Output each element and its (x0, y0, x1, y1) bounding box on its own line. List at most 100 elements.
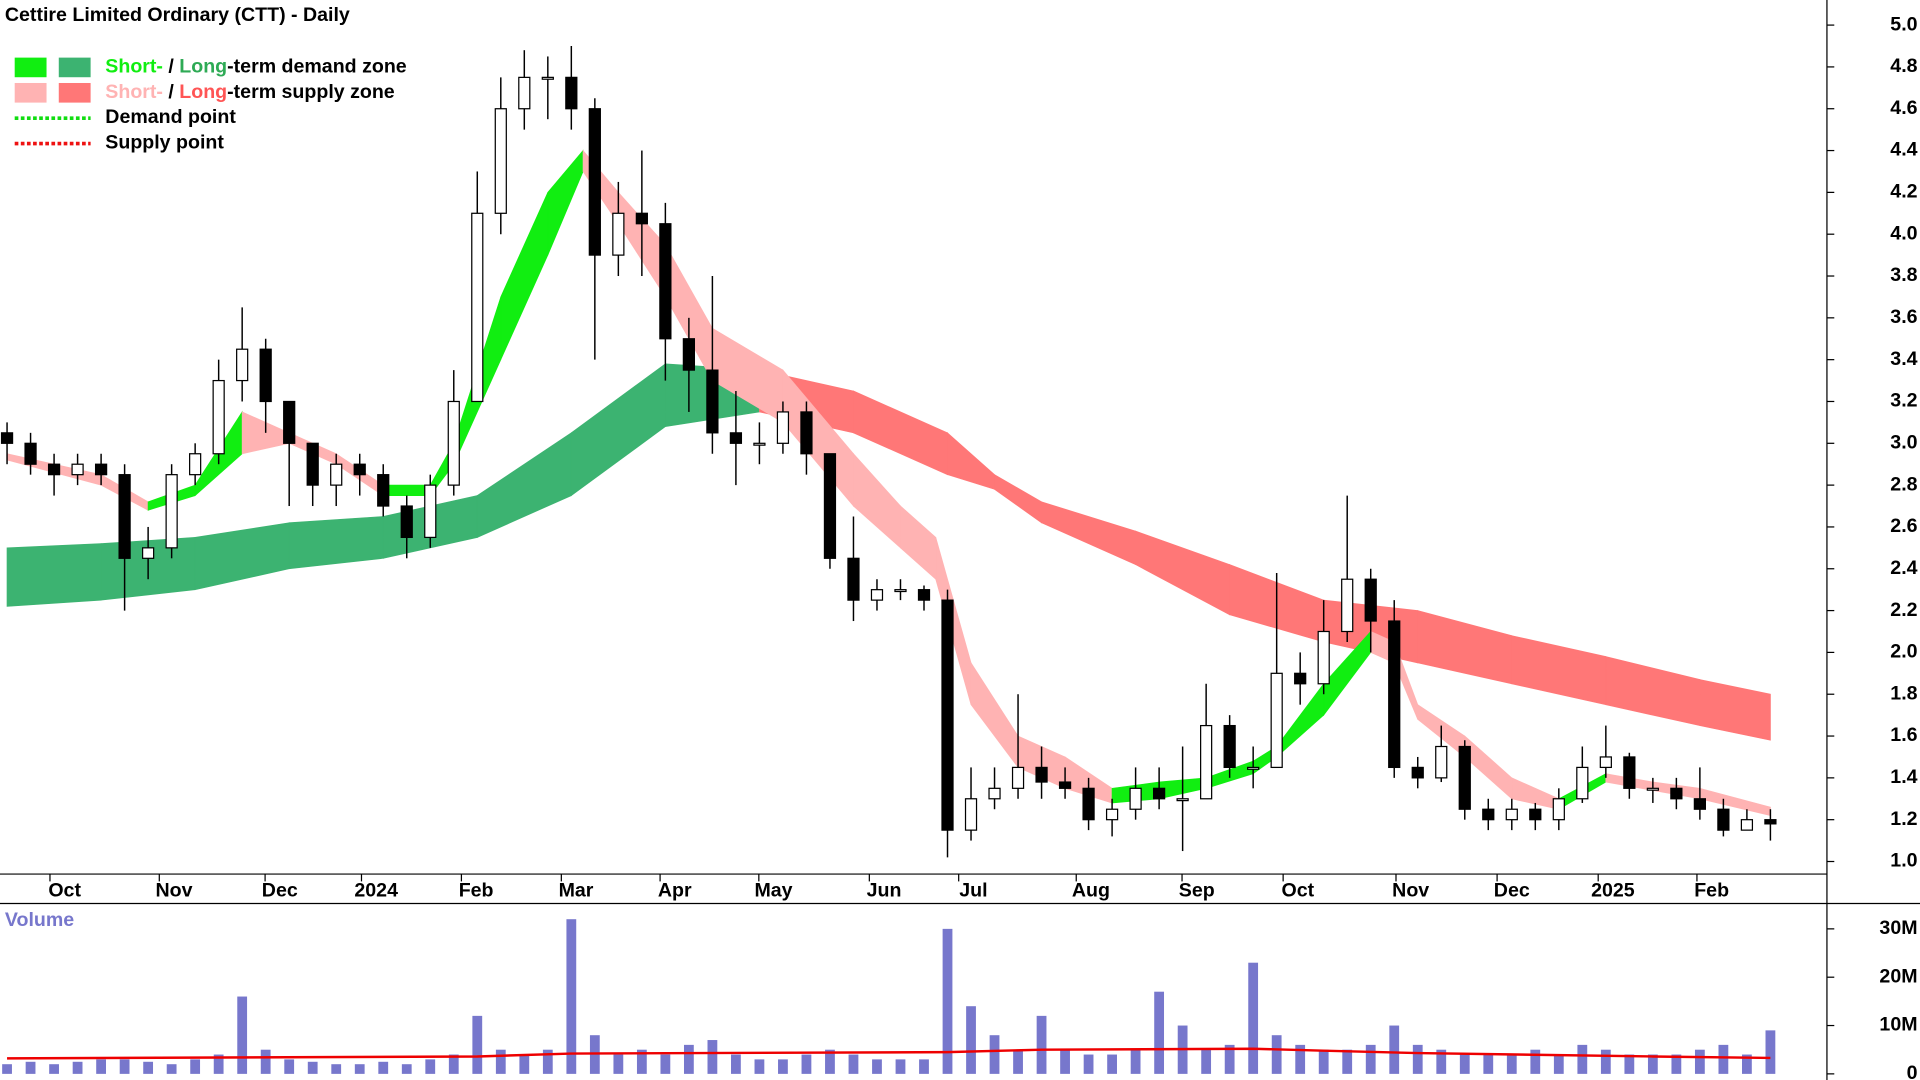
candle-body (165, 474, 178, 549)
candle-body (189, 453, 202, 476)
volume-bar (401, 1064, 412, 1074)
legend-text: Long (179, 81, 227, 103)
legend-label: Demand point (105, 106, 236, 128)
candle-body (823, 453, 837, 559)
y-tick-label: 2.6 (1890, 515, 1917, 537)
candle-body (1317, 630, 1330, 685)
candle-body (330, 463, 343, 486)
candle-body (1388, 620, 1401, 769)
volume-bar (613, 1054, 624, 1074)
candle-body (1223, 724, 1236, 769)
y-tick-label: 1.8 (1890, 682, 1917, 704)
x-tick-label: Aug (1072, 879, 1110, 901)
candle-body (1152, 787, 1166, 800)
x-tick-label: Mar (559, 879, 594, 901)
x-tick-label: May (754, 879, 792, 901)
y-tick-label: 4.6 (1890, 97, 1917, 119)
volume-bar (378, 1061, 389, 1074)
y-tick-label: 20M (1879, 965, 1917, 987)
x-tick-label: Dec (1494, 879, 1530, 901)
volume-bar (96, 1059, 106, 1074)
chart-title: Cettire Limited Ordinary (CTT) - Daily (5, 4, 350, 26)
legend-text: -term demand zone (227, 56, 407, 78)
volume-bar (1600, 1049, 1611, 1074)
legend-text: / (163, 81, 179, 103)
candle-body (706, 369, 719, 434)
volume-bar (284, 1059, 295, 1074)
candle-body (847, 557, 860, 601)
legend-text: Long (179, 56, 227, 78)
x-tick-label: Feb (1694, 879, 1729, 901)
volume-bar (1506, 1054, 1517, 1074)
candle-body (353, 463, 366, 476)
legend-swatch (14, 82, 47, 103)
candle-body (1529, 808, 1542, 821)
volume-bar (1647, 1054, 1658, 1074)
candle-body (753, 442, 766, 446)
candle-body (588, 108, 601, 256)
candle-body (118, 474, 131, 559)
legend-label: Supply point (105, 132, 224, 154)
x-tick-label: Jun (867, 879, 902, 901)
candle-body (1294, 672, 1307, 685)
volume-bar (542, 1049, 553, 1074)
volume-bar (1248, 962, 1259, 1074)
legend-label: Short- / Long-term demand zone (105, 56, 406, 78)
candle-body (1693, 798, 1707, 810)
candle-body (800, 411, 813, 455)
y-tick-label: 4.8 (1890, 55, 1917, 77)
candle-body (1764, 819, 1777, 825)
x-tick-label: Nov (155, 879, 192, 901)
volume-bar (1083, 1054, 1094, 1074)
candle-body (1435, 745, 1448, 779)
volume-bar (1459, 1054, 1470, 1074)
y-tick-label: 3.8 (1890, 264, 1917, 286)
volume-bar (1013, 1049, 1023, 1074)
volume-bar (1530, 1049, 1541, 1074)
volume-bar (354, 1064, 365, 1074)
candle-body (988, 787, 1001, 800)
volume-bar (166, 1064, 177, 1074)
volume-bar (1718, 1044, 1729, 1074)
y-tick-label: 2.8 (1890, 473, 1917, 495)
x-tick-label: Apr (658, 879, 692, 901)
candle-body (941, 599, 954, 831)
volume-bar (2, 1064, 12, 1074)
volume-bar (425, 1059, 436, 1074)
y-tick-label: 0 (1907, 1062, 1918, 1080)
candle-body (141, 547, 155, 559)
volume-bar (1107, 1054, 1117, 1074)
y-tick-label: 3.0 (1890, 431, 1917, 453)
legend-text: -term supply zone (227, 81, 395, 103)
candle-body (917, 589, 931, 601)
volume-bar (778, 1059, 788, 1074)
legend-text: Short- (105, 56, 163, 78)
volume-bar (1553, 1054, 1564, 1074)
candle-body (1599, 756, 1612, 769)
volume-bar (1671, 1054, 1682, 1074)
volume-bar (683, 1044, 694, 1074)
candle-body (1411, 766, 1424, 779)
candle-body (612, 212, 625, 256)
volume-bar (1742, 1054, 1752, 1074)
volume-bar (1318, 1049, 1329, 1074)
legend-text: Short- (105, 81, 163, 103)
candle-body (1341, 578, 1354, 633)
candle-body (494, 108, 507, 214)
candle-body (682, 338, 696, 371)
volume-bar (1036, 1015, 1047, 1074)
candle-body (1082, 787, 1095, 821)
y-tick-label: 1.2 (1890, 808, 1917, 830)
volume-bar (1060, 1049, 1070, 1074)
volume-bar (1577, 1044, 1588, 1074)
candle-body (0, 432, 14, 444)
candle-body (541, 76, 554, 80)
x-tick-label: 2024 (354, 879, 398, 901)
candle-body (870, 589, 884, 601)
candle-body (471, 212, 484, 403)
candle-body (24, 442, 37, 465)
legend-swatch (58, 82, 91, 103)
volume-bar (143, 1061, 154, 1074)
